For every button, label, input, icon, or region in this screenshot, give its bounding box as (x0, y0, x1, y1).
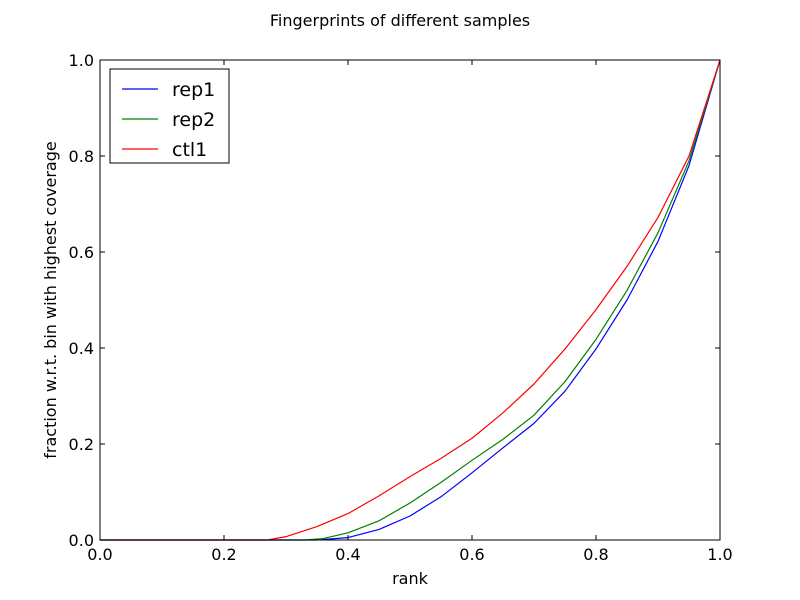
x-tick-label-2: 0.4 (335, 545, 360, 564)
series-line-ctl1 (100, 59, 721, 541)
series-layer (100, 59, 721, 541)
x-tick-label-3: 0.6 (459, 545, 484, 564)
plot-frame (99, 59, 721, 541)
y-tick-label-2: 0.4 (69, 339, 94, 358)
y-tick-label-0: 0.0 (69, 531, 94, 550)
y-axis-label: fraction w.r.t. bin with highest coverag… (41, 141, 60, 458)
series-line-rep1 (100, 59, 721, 541)
legend-label-rep2: rep2 (172, 109, 215, 131)
series-line-rep2 (100, 59, 721, 541)
x-tick-label-1: 0.2 (211, 545, 236, 564)
x-axis-label: rank (392, 569, 429, 588)
chart-title: Fingerprints of different samples (270, 11, 530, 30)
y-tick-label-3: 0.6 (69, 243, 94, 262)
x-tick-label-5: 1.0 (707, 545, 732, 564)
legend-frame (109, 68, 230, 164)
x-tick-label-0: 0.0 (87, 545, 112, 564)
y-tick-label-5: 1.0 (69, 51, 94, 70)
legend-label-ctl1: ctl1 (172, 139, 207, 161)
y-tick-label-4: 0.8 (69, 147, 94, 166)
legend-label-rep1: rep1 (172, 79, 215, 101)
y-tick-label-1: 0.2 (69, 435, 94, 454)
tick-layer: 0.0 0.2 0.4 0.6 0.8 1.0 0.0 0.2 0.4 0.6 0.8 1.0 (69, 51, 733, 564)
legend: rep1 rep2 ctl1 (109, 68, 230, 164)
x-tick-label-4: 0.8 (583, 545, 608, 564)
